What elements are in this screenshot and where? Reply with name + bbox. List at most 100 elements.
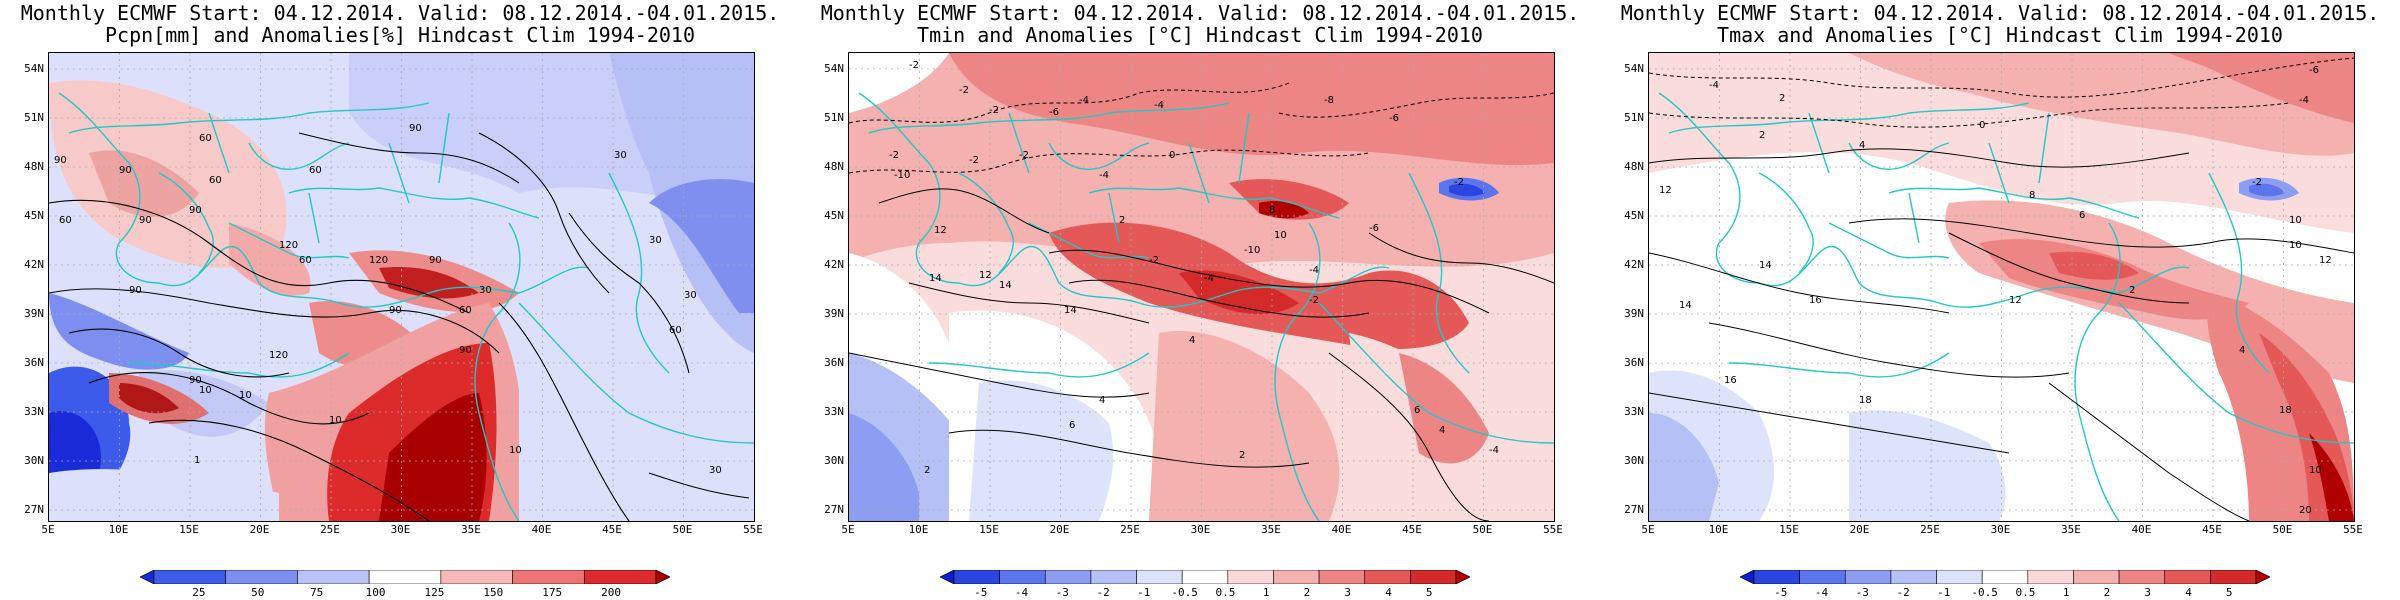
lon-label: 35E	[1261, 523, 1281, 536]
lon-label: 40E	[2131, 523, 2152, 536]
panel-title-line2: Tmax and Anomalies [°C] Hindcast Clim 19…	[1717, 23, 2283, 47]
tmin-map[interactable]: -2 -2 -4 -8 -6 -2 -6 -4 -2 -10 -2 -2 -4 …	[848, 52, 1555, 522]
lat-label: 42N	[1624, 258, 1644, 271]
contour-label: -4	[2299, 95, 2309, 106]
colorbar-label: -0.5	[1171, 586, 1198, 599]
lat-label: 36N	[1624, 356, 1644, 369]
contour-label: 12	[934, 225, 947, 236]
colorbar-cell	[1273, 570, 1320, 584]
contour-label: -2	[1309, 295, 1319, 306]
colorbar-cell	[368, 570, 442, 584]
tmax-map[interactable]: -6 -4 2 -4 0 2 4 6 8 10 12 12 10 14 16 1…	[1648, 52, 2355, 522]
colorbar-label: 4	[2185, 586, 2192, 599]
contour-label: 60	[669, 325, 682, 336]
contour-label: 120	[269, 350, 288, 361]
lat-label: 33N	[24, 405, 44, 418]
lon-label: 30E	[1990, 523, 2011, 536]
colorbar-cell	[1844, 570, 1892, 584]
colorbar-graphic	[1740, 570, 2270, 584]
contour-label: 10	[199, 385, 212, 396]
colorbar-cell	[999, 570, 1046, 584]
lon-label: 45E	[1402, 523, 1422, 536]
contour-label: 60	[299, 255, 312, 266]
contour-label: -6	[1369, 223, 1379, 234]
colorbar-cell	[655, 570, 670, 584]
contour-label: 30	[614, 150, 627, 161]
contour-label: 1	[194, 455, 200, 466]
contour-label: -4	[1099, 170, 1109, 181]
contour-label: 18	[2279, 405, 2292, 416]
contour-label: 6	[1069, 420, 1075, 431]
colorbar-cell	[1181, 570, 1229, 584]
lat-label: 45N	[24, 209, 44, 222]
contour-label: -2	[1149, 255, 1159, 266]
contour-label: 2	[1119, 215, 1125, 226]
lon-label: 5E	[841, 523, 855, 536]
colorbar-cell	[297, 570, 370, 584]
contour-label: -4	[1079, 95, 1089, 106]
lon-label: 35E	[461, 523, 481, 536]
contour-label: -8	[1324, 95, 1334, 106]
contour-label: 12	[1659, 185, 1672, 196]
contour-label: 4	[1099, 395, 1105, 406]
colorbar-cell	[953, 570, 1000, 584]
lon-label: 30E	[390, 523, 411, 536]
contour-label: 60	[59, 215, 72, 226]
colorbar-label: 3	[1344, 586, 1351, 599]
contour-label: -6	[1049, 107, 1059, 118]
contour-label: 14	[1759, 260, 1772, 271]
lon-label: 15E	[179, 523, 199, 536]
colorbar-label: -3	[1055, 586, 1069, 599]
contour-label: -4	[1154, 100, 1164, 111]
contour-label: 12	[2319, 255, 2332, 266]
colorbar-label: 0.5	[2015, 586, 2036, 599]
contour-label: 0	[1979, 120, 1985, 131]
contour-label: 10	[239, 390, 252, 401]
colorbar-label: 1	[2062, 586, 2070, 599]
contour-label: 0	[1169, 150, 1175, 161]
lat-label: 48N	[824, 160, 844, 173]
colorbar-cell	[1364, 570, 1411, 584]
lat-label: 36N	[24, 356, 44, 369]
contour-label: 10	[1274, 230, 1287, 241]
contour-label: 4	[1439, 425, 1445, 436]
lat-label: 51N	[1624, 111, 1644, 124]
colorbar-cell	[2118, 570, 2166, 584]
colorbar-cell	[2027, 570, 2074, 584]
colorbar-label: 100	[365, 586, 386, 599]
contour-label: 90	[129, 285, 142, 296]
contour-label: 60	[309, 165, 322, 176]
lat-label: 27N	[824, 503, 844, 516]
lon-label: 30E	[1190, 523, 1211, 536]
lon-label: 10E	[1708, 523, 1729, 536]
lat-label: 39N	[24, 307, 44, 320]
contour-label: -2	[959, 85, 969, 96]
colorbar-cell	[1410, 570, 1457, 584]
colorbar-label: -0.5	[1971, 586, 1998, 599]
lat-label: 33N	[824, 405, 844, 418]
contour-label: 90	[139, 215, 152, 226]
contour-label: 90	[54, 155, 67, 166]
lat-label: 27N	[1624, 503, 1644, 516]
contour-label: -10	[1244, 245, 1260, 256]
lon-label: 50E	[2272, 523, 2293, 536]
contour-label: 2	[2129, 285, 2135, 296]
colorbar-label: 1	[1262, 586, 1270, 599]
colorbar-cell	[1799, 570, 1846, 584]
colorbar-cell	[153, 570, 227, 584]
contour-label: 6	[1414, 405, 1420, 416]
contour-label: 10	[2289, 240, 2302, 251]
contour-label: 30	[649, 235, 662, 246]
colorbar-cell	[2255, 570, 2270, 584]
colorbar-label: 2	[2103, 586, 2111, 599]
contour-label: 120	[369, 255, 388, 266]
lat-label: 30N	[824, 454, 844, 467]
colorbar-cell	[583, 570, 657, 584]
precipitation-map[interactable]: 60 90 30 60 60 90 90 90 90 60 120 60 90 …	[48, 52, 755, 522]
contour-label: -4	[1309, 265, 1319, 276]
contour-label: 20	[2299, 505, 2312, 516]
contour-label: 90	[409, 123, 422, 134]
lon-label: 15E	[1779, 523, 1799, 536]
contour-label: 60	[459, 305, 472, 316]
lat-label: 30N	[1624, 454, 1644, 467]
